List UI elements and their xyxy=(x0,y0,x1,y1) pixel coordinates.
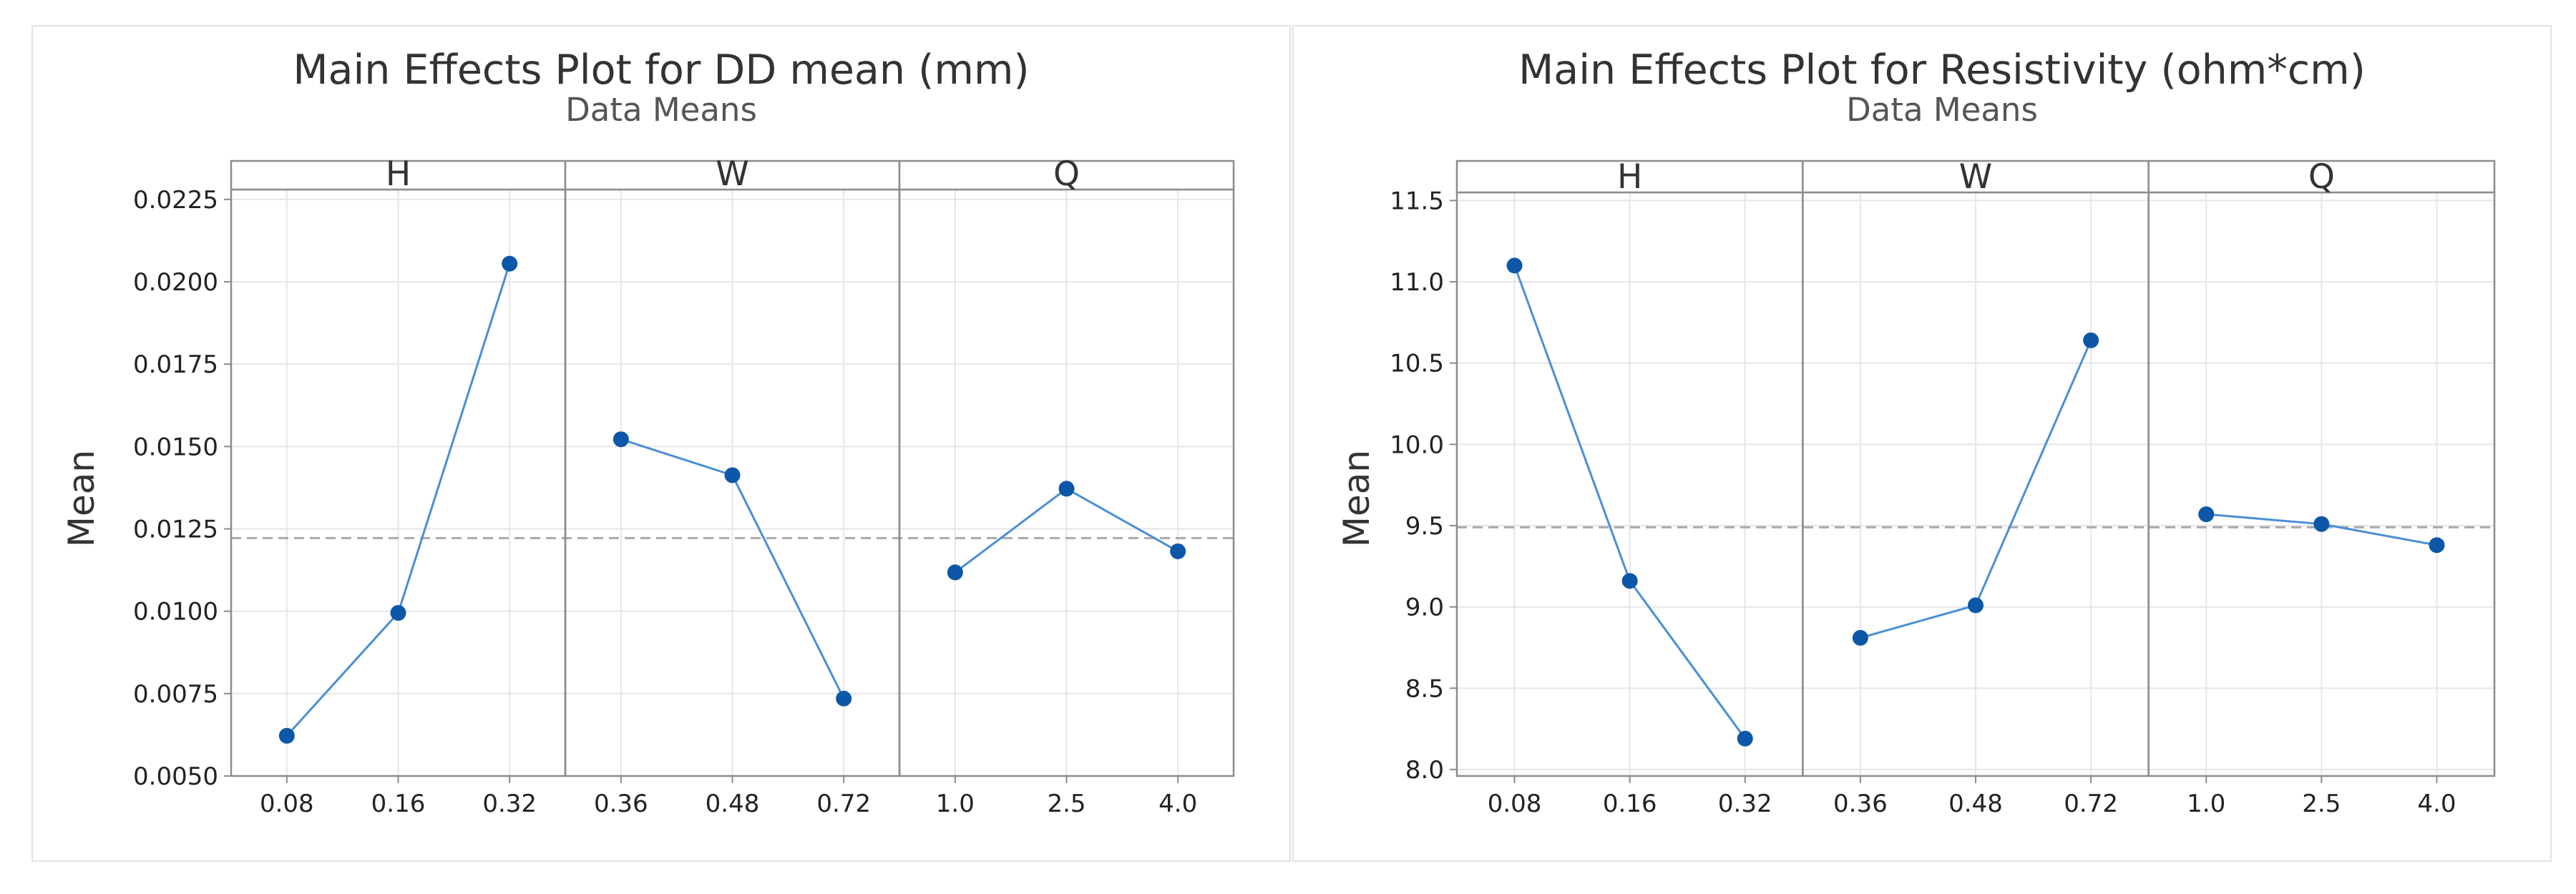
x-tick-label: 0.16 xyxy=(1603,790,1657,818)
data-series xyxy=(1506,257,2445,747)
data-point xyxy=(2198,506,2215,523)
chart-title: Main Effects Plot for Resistivity (ohm*c… xyxy=(1518,46,2366,94)
y-tick-label: 0.0050 xyxy=(133,762,218,791)
y-tick-label: 11.5 xyxy=(1390,187,1444,215)
y-axis-label: Mean xyxy=(61,450,102,547)
y-tick-label: 0.0100 xyxy=(133,598,218,627)
chart-title: Main Effects Plot for DD mean (mm) xyxy=(293,46,1029,94)
data-point xyxy=(1737,730,1753,747)
data-point xyxy=(390,604,406,621)
facet-header-label: W xyxy=(716,154,748,194)
y-axis-label: Mean xyxy=(1336,450,1377,547)
data-point xyxy=(2083,332,2099,348)
x-tick-label: 0.16 xyxy=(371,790,426,818)
x-tick-labels: 0.08 0.16 0.32 0.36 0.48 0.72 1.0 2.5 4.0 xyxy=(1488,790,2457,818)
y-tick-label: 9.5 xyxy=(1405,512,1444,541)
y-tick-label: 0.0150 xyxy=(133,433,218,461)
y-tick-label: 9.0 xyxy=(1405,594,1444,622)
data-point xyxy=(613,431,629,448)
facet-header-strip xyxy=(2147,159,2496,194)
x-tick-label: 2.5 xyxy=(2302,790,2341,818)
chart-subtitle: Data Means xyxy=(1846,91,2038,129)
y-tick-label: 10.5 xyxy=(1390,350,1444,378)
data-point xyxy=(278,727,295,744)
y-tick-label: 0.0200 xyxy=(133,268,218,297)
x-tick-label: 0.08 xyxy=(1488,790,1542,818)
data-point xyxy=(1621,573,1638,589)
gridlines xyxy=(224,190,1234,783)
data-point xyxy=(724,467,741,483)
y-tick-label: 0.0225 xyxy=(133,186,218,215)
data-series xyxy=(278,255,1186,744)
x-tick-label: 2.5 xyxy=(1047,790,1085,818)
x-tick-label: 0.72 xyxy=(2064,790,2118,818)
x-tick-label: 0.72 xyxy=(816,790,871,818)
chart-panel-resistivity: Main Effects Plot for Resistivity (ohm*c… xyxy=(1292,25,2552,862)
facet-header-strip xyxy=(564,159,901,191)
data-point xyxy=(1058,481,1075,497)
facet-header-label: W xyxy=(1959,157,1992,197)
y-tick-label: 0.0125 xyxy=(133,515,218,544)
data-point xyxy=(1170,543,1186,559)
y-tick-label: 8.0 xyxy=(1405,756,1444,785)
x-tick-label: 0.32 xyxy=(482,790,537,818)
facet-header-label: Q xyxy=(1053,154,1080,194)
x-tick-label: 4.0 xyxy=(1158,790,1197,818)
facet-header-strip xyxy=(898,159,1235,191)
gridlines xyxy=(1450,192,2494,783)
x-tick-label: 0.36 xyxy=(594,790,648,818)
x-tick-label: 1.0 xyxy=(936,790,975,818)
chart-panel-dd-mean: Main Effects Plot for DD mean (mm) Data … xyxy=(31,25,1291,862)
data-point xyxy=(1852,629,1868,646)
y-tick-labels: 11.5 11.0 10.5 10.0 9.5 9.0 8.5 8.0 xyxy=(1390,187,1444,785)
y-tick-label: 10.0 xyxy=(1390,431,1444,459)
x-tick-label: 0.48 xyxy=(706,790,760,818)
facet-header-label: H xyxy=(386,154,411,194)
data-point xyxy=(2313,516,2330,532)
y-tick-label: 11.0 xyxy=(1390,268,1444,297)
main-effects-chart-resistivity: Main Effects Plot for Resistivity (ohm*c… xyxy=(1336,46,2496,818)
main-effects-chart-dd-mean: Main Effects Plot for DD mean (mm) Data … xyxy=(61,46,1235,818)
data-point xyxy=(1506,257,1523,274)
data-point xyxy=(1968,597,1984,614)
chart-subtitle: Data Means xyxy=(565,91,757,129)
y-tick-labels: 0.0225 0.0200 0.0175 0.0150 0.0125 0.0100 0.00… xyxy=(133,186,218,791)
data-point xyxy=(836,690,852,707)
y-tick-label: 8.5 xyxy=(1405,674,1444,703)
x-tick-label: 1.0 xyxy=(2187,790,2225,818)
data-point xyxy=(947,564,963,581)
facet-header-label: H xyxy=(1617,157,1642,197)
facet-header-strip xyxy=(1802,159,2150,194)
data-point xyxy=(2429,537,2445,554)
x-tick-label: 4.0 xyxy=(2417,790,2456,818)
x-tick-labels: 0.08 0.16 0.32 0.36 0.48 0.72 1.0 2.5 4.0 xyxy=(260,790,1197,818)
x-tick-label: 0.48 xyxy=(1948,790,2003,818)
x-tick-label: 0.08 xyxy=(260,790,314,818)
y-tick-label: 0.0175 xyxy=(133,350,218,379)
data-point xyxy=(502,255,518,272)
facet-header-label: Q xyxy=(2308,157,2335,197)
x-tick-label: 0.36 xyxy=(1833,790,1888,818)
x-tick-label: 0.32 xyxy=(1718,790,1772,818)
y-tick-label: 0.0075 xyxy=(133,680,218,709)
